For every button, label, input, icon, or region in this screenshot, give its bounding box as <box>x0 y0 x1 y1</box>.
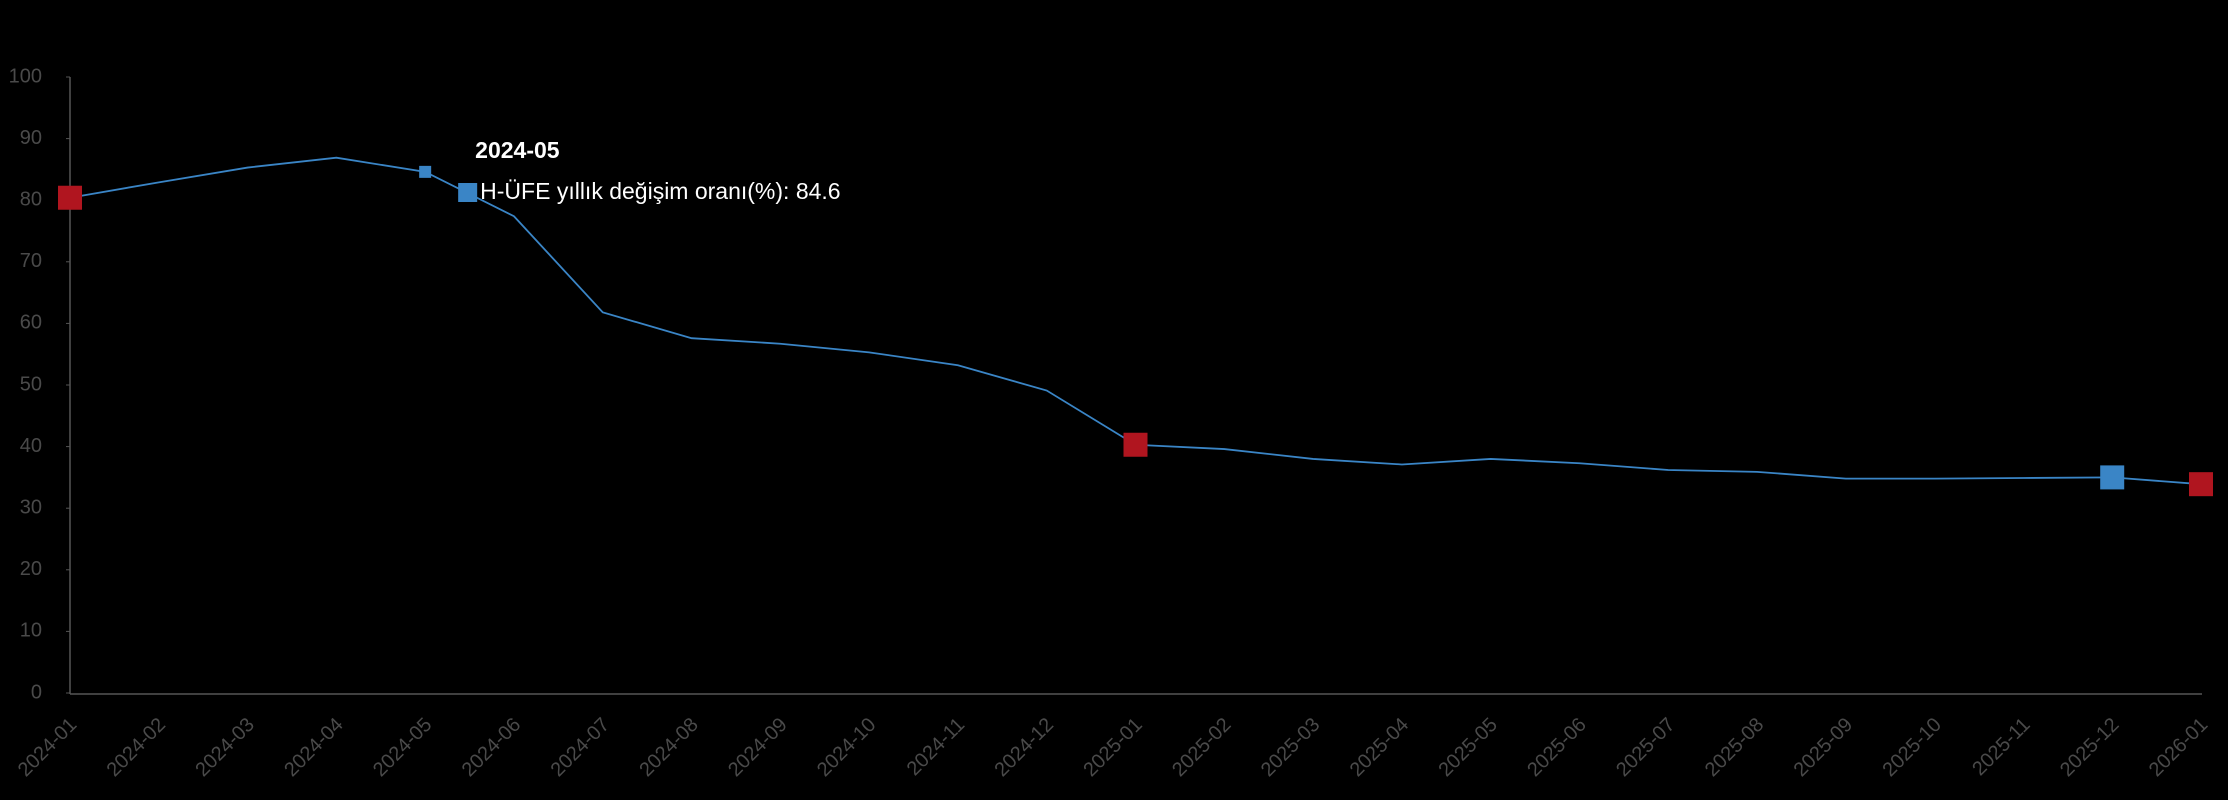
point-marker <box>1123 432 1148 457</box>
tooltip-title: 2024-05 <box>475 137 560 163</box>
point-marker <box>58 185 82 210</box>
y-tick-label: 100 <box>9 65 42 87</box>
y-tick-label: 40 <box>20 435 42 457</box>
y-tick-label: 20 <box>20 558 42 580</box>
y-tick-label: 30 <box>20 496 42 518</box>
y-tick-label: 70 <box>20 250 42 272</box>
hover-marker <box>419 165 432 178</box>
y-tick-label: 50 <box>20 373 42 395</box>
point-marker <box>2100 465 2125 490</box>
point-marker <box>2189 472 2213 497</box>
y-tick-label: 90 <box>20 127 42 149</box>
y-tick-label: 10 <box>20 620 42 642</box>
y-tick-label: 60 <box>20 312 42 334</box>
y-tick-label: 0 <box>31 681 42 703</box>
y-tick-label: 80 <box>20 188 42 210</box>
tooltip-swatch <box>458 183 478 202</box>
tooltip-text: H-ÜFE yıllık değişim oranı(%): 84.6 <box>480 178 840 204</box>
